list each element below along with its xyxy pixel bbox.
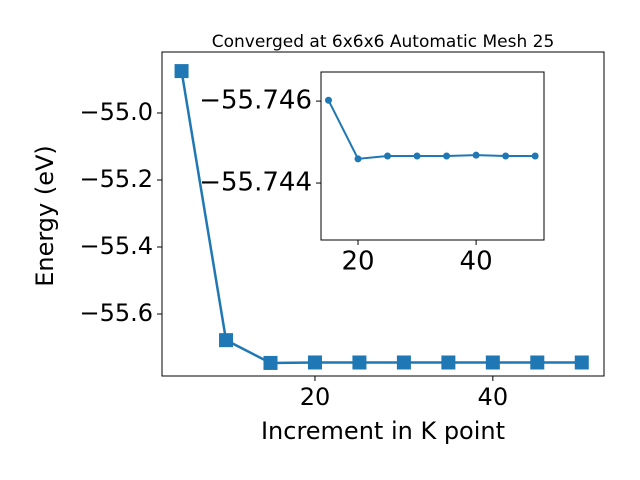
x-tick-label: 40 xyxy=(460,247,493,277)
marker xyxy=(472,151,480,159)
chart-title: Converged at 6x6x6 Automatic Mesh 25 xyxy=(212,32,555,52)
series-line xyxy=(180,70,582,365)
marker xyxy=(530,355,545,370)
marker xyxy=(384,152,392,160)
marker xyxy=(531,152,539,160)
marker xyxy=(574,355,589,370)
marker xyxy=(307,355,322,370)
marker xyxy=(354,155,362,163)
x-tick-label: 20 xyxy=(300,383,331,411)
y-tick-label: −55.746 xyxy=(199,86,312,116)
marker xyxy=(443,152,451,160)
marker xyxy=(396,355,411,370)
y-tick-label: −55.744 xyxy=(199,168,312,198)
y-axis-label: Energy (eV) xyxy=(31,145,59,287)
y-tick-label: −55.2 xyxy=(79,165,153,193)
marker xyxy=(219,333,234,348)
marker xyxy=(502,152,510,160)
marker xyxy=(441,355,456,370)
y-tick-label: −55.6 xyxy=(79,299,153,327)
series-line xyxy=(327,99,536,160)
marker xyxy=(485,355,500,370)
marker xyxy=(263,355,278,370)
x-axis-label: Increment in K point xyxy=(261,417,505,445)
marker xyxy=(324,96,332,104)
x-tick-label: 40 xyxy=(478,383,509,411)
marker xyxy=(174,64,189,79)
x-tick-label: 20 xyxy=(341,247,374,277)
y-tick-label: −55.4 xyxy=(79,232,153,260)
marker xyxy=(352,355,367,370)
marker xyxy=(413,152,421,160)
y-tick-label: −55.0 xyxy=(79,98,153,126)
